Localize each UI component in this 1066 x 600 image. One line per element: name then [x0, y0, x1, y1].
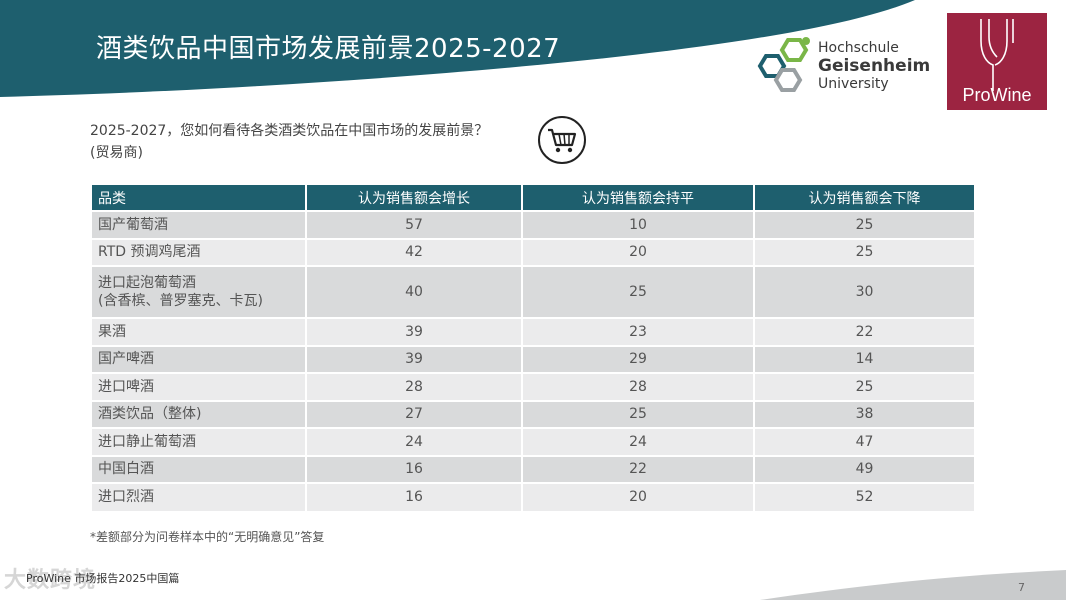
university-name-line2: Geisenheim	[818, 56, 931, 76]
question-text: 2025-2027，您如何看待各类酒类饮品在中国市场的发展前景？	[90, 123, 489, 139]
row-decrease: 25	[754, 210, 974, 239]
row-flat: 28	[522, 372, 755, 401]
header-decrease: 认为销售额会下降	[754, 185, 974, 211]
row-category: 进口啤酒	[92, 372, 307, 401]
row-decrease: 49	[754, 454, 974, 483]
university-name-line1: Hochschule	[818, 40, 899, 56]
survey-question: 2025-2027，您如何看待各类酒类饮品在中国市场的发展前景？ (贸易商)	[90, 120, 488, 164]
row-increase: 39	[306, 317, 523, 346]
row-increase: 27	[306, 399, 523, 428]
university-name-line3: University	[818, 76, 889, 92]
row-decrease: 47	[754, 427, 974, 456]
row-flat: 10	[522, 210, 755, 239]
row-category-line2: (含香槟、普罗塞克、卡瓦)	[98, 293, 263, 309]
page-number: 7	[1018, 581, 1025, 594]
row-increase: 57	[306, 210, 523, 239]
row-decrease: 30	[754, 265, 974, 318]
watermark: 大数跨境	[4, 568, 97, 593]
header-increase: 认为销售额会增长	[306, 185, 523, 211]
row-category: 进口烈酒	[92, 482, 307, 511]
row-category: 进口静止葡萄酒	[92, 427, 307, 456]
table-row: 国产啤酒 39 29 14	[92, 344, 974, 373]
row-decrease: 14	[754, 344, 974, 373]
row-flat: 20	[522, 237, 755, 266]
row-category: 国产葡萄酒	[92, 210, 307, 239]
table-row: 进口静止葡萄酒 24 24 47	[92, 427, 974, 456]
row-flat: 24	[522, 427, 755, 456]
row-category: 酒类饮品（整体)	[92, 399, 307, 428]
row-decrease: 25	[754, 372, 974, 401]
row-increase: 39	[306, 344, 523, 373]
shopping-cart-icon	[538, 116, 586, 164]
table-row: RTD 预调鸡尾酒 42 20 25	[92, 237, 974, 266]
question-respondent: (贸易商)	[90, 145, 143, 161]
header-category: 品类	[92, 185, 307, 211]
row-flat: 25	[522, 265, 755, 318]
header-flat: 认为销售额会持平	[522, 185, 755, 211]
row-decrease: 25	[754, 237, 974, 266]
table-row: 进口起泡葡萄酒 (含香槟、普罗塞克、卡瓦) 40 25 30	[92, 265, 974, 318]
header-banner	[0, 0, 915, 97]
footer-swoosh	[760, 570, 1066, 600]
table-row: 进口烈酒 16 20 52	[92, 482, 974, 511]
table-row: 果酒 39 23 22	[92, 317, 974, 346]
prowine-logo: ProWine	[947, 13, 1047, 110]
table-header-row: 品类 认为销售额会增长 认为销售额会持平 认为销售额会下降	[92, 185, 974, 211]
footnote: *差额部分为问卷样本中的“无明确意见”答复	[90, 530, 325, 544]
table-row: 酒类饮品（整体) 27 25 38	[92, 399, 974, 428]
row-decrease: 38	[754, 399, 974, 428]
row-increase: 40	[306, 265, 523, 318]
row-flat: 25	[522, 399, 755, 428]
wine-glass-icon	[980, 19, 1014, 91]
row-flat: 22	[522, 454, 755, 483]
row-flat: 20	[522, 482, 755, 511]
row-flat: 23	[522, 317, 755, 346]
row-increase: 16	[306, 482, 523, 511]
row-category: 中国白酒	[92, 454, 307, 483]
row-increase: 42	[306, 237, 523, 266]
table-row: 国产葡萄酒 57 10 25	[92, 210, 974, 239]
page-title: 酒类饮品中国市场发展前景2025-2027	[96, 34, 561, 64]
row-increase: 16	[306, 454, 523, 483]
hexagon-molecule-icon	[757, 37, 810, 92]
row-category: 国产啤酒	[92, 344, 307, 373]
source-note: ProWine 市场报告2025中国篇	[26, 572, 180, 585]
row-increase: 24	[306, 427, 523, 456]
row-category: RTD 预调鸡尾酒	[92, 237, 307, 266]
outlook-table: 品类 认为销售额会增长 认为销售额会持平 认为销售额会下降 国产葡萄酒 57 1…	[92, 185, 974, 511]
table-row: 中国白酒 16 22 49	[92, 454, 974, 483]
row-decrease: 52	[754, 482, 974, 511]
row-category: 果酒	[92, 317, 307, 346]
row-increase: 28	[306, 372, 523, 401]
row-flat: 29	[522, 344, 755, 373]
university-logo: Hochschule Geisenheim University	[752, 36, 932, 96]
row-category-line1: 进口起泡葡萄酒	[98, 275, 196, 291]
table-row: 进口啤酒 28 28 25	[92, 372, 974, 401]
row-decrease: 22	[754, 317, 974, 346]
row-category: 进口起泡葡萄酒 (含香槟、普罗塞克、卡瓦)	[92, 265, 307, 318]
prowine-label: ProWine	[962, 85, 1032, 105]
